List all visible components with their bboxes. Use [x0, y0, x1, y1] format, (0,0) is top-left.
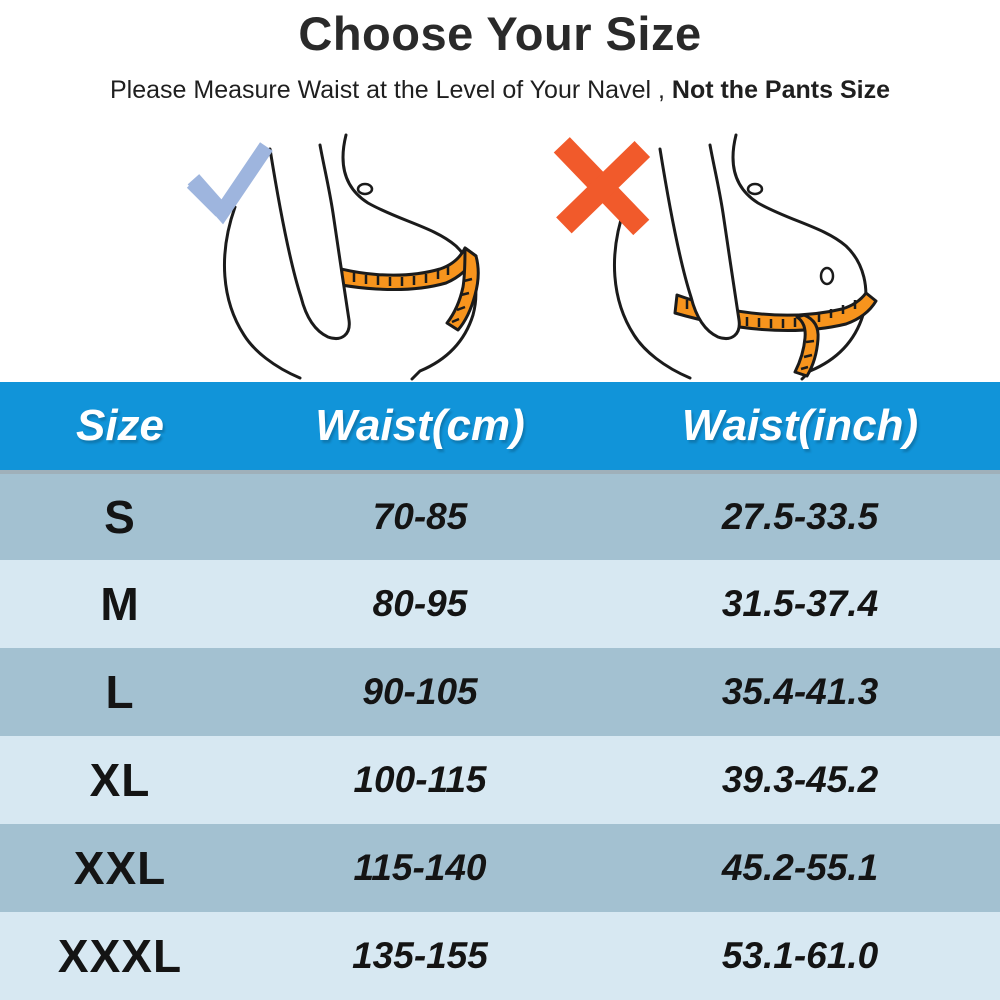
check-icon — [186, 142, 273, 225]
tape-measure-correct — [305, 246, 480, 332]
table-row-m: M 80-95 31.5-37.4 — [0, 560, 1000, 648]
nipple-dot — [356, 182, 374, 196]
size-label: M — [0, 560, 240, 648]
waist-inch: 45.2-55.1 — [600, 824, 1000, 912]
torso-correct-illustration — [222, 133, 480, 381]
measurement-illustrations — [0, 127, 1000, 381]
size-label: XXL — [0, 824, 240, 912]
table-row-l: L 90-105 35.4-41.3 — [0, 648, 1000, 736]
table-row-xl: XL 100-115 39.3-45.2 — [0, 736, 1000, 824]
waist-inch: 35.4-41.3 — [600, 648, 1000, 736]
waist-inch: 53.1-61.0 — [600, 912, 1000, 1000]
size-label: XL — [0, 736, 240, 824]
table-header-row: Size Waist(cm) Waist(inch) — [0, 382, 1000, 474]
waist-cm: 90-105 — [240, 648, 600, 736]
size-label: S — [0, 472, 240, 560]
col-header-cm: Waist(cm) — [240, 382, 600, 474]
size-label: XXXL — [0, 912, 240, 1000]
table-row-xxxl: XXXL 135-155 53.1-61.0 — [0, 912, 1000, 1000]
navel-dot — [819, 266, 835, 286]
size-label: L — [0, 648, 240, 736]
correct-measure-illustration — [152, 127, 542, 381]
waist-cm: 100-115 — [240, 736, 600, 824]
nipple-dot — [746, 182, 764, 196]
waist-cm: 70-85 — [240, 472, 600, 560]
col-header-inch: Waist(inch) — [600, 382, 1000, 474]
table-row-xxl: XXL 115-140 45.2-55.1 — [0, 824, 1000, 912]
subtitle: Please Measure Waist at the Level of You… — [0, 76, 1000, 105]
waist-cm: 80-95 — [240, 560, 600, 648]
size-chart-table: Size Waist(cm) Waist(inch) S 70-85 27.5-… — [0, 382, 1000, 1000]
table-row-s: S 70-85 27.5-33.5 — [0, 472, 1000, 560]
waist-cm: 135-155 — [240, 912, 600, 1000]
waist-inch: 39.3-45.2 — [600, 736, 1000, 824]
wrong-measure-illustration — [542, 127, 932, 381]
subtitle-normal-text: Please Measure Waist at the Level of You… — [110, 76, 672, 104]
waist-inch: 27.5-33.5 — [600, 472, 1000, 560]
waist-inch: 31.5-37.4 — [600, 560, 1000, 648]
subtitle-bold-text: Not the Pants Size — [671, 76, 890, 104]
x-icon — [553, 137, 651, 236]
page-title: Choose Your Size — [298, 7, 702, 60]
waist-cm: 115-140 — [240, 824, 600, 912]
col-header-size: Size — [0, 382, 240, 474]
torso-wrong-illustration — [612, 133, 878, 381]
